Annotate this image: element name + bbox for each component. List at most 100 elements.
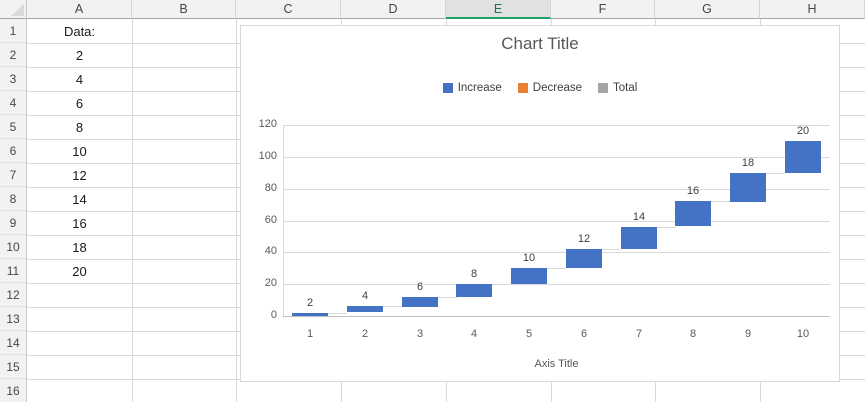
legend-item-total[interactable]: Total — [598, 82, 637, 94]
waterfall-connector — [328, 313, 347, 314]
x-tick-label: 4 — [470, 328, 478, 340]
bar-value-label: 14 — [632, 211, 646, 223]
x-tick-label: 3 — [416, 328, 424, 340]
column-header-h[interactable]: H — [760, 0, 865, 19]
legend-label: Total — [613, 82, 638, 94]
row-header-14[interactable]: 14 — [0, 331, 27, 355]
x-tick-label: 1 — [306, 328, 314, 340]
select-all-triangle-icon — [11, 4, 24, 16]
x-tick-label: 5 — [525, 328, 533, 340]
cell-a10[interactable]: 18 — [72, 239, 87, 255]
column-header-b[interactable]: B — [132, 0, 236, 19]
y-tick-label: 120 — [258, 118, 277, 130]
x-tick-label: 6 — [580, 328, 588, 340]
x-tick-label: 7 — [635, 328, 643, 340]
select-all-button[interactable] — [0, 0, 27, 19]
bar-value-label: 10 — [522, 252, 536, 264]
waterfall-connector — [602, 249, 621, 250]
waterfall-connector — [438, 297, 457, 298]
cell-a3[interactable]: 4 — [75, 71, 84, 87]
y-axis-line — [283, 125, 284, 316]
chart-legend: Increase Decrease Total — [241, 82, 839, 94]
waterfall-bar-7[interactable] — [621, 227, 657, 249]
bar-value-label: 18 — [741, 157, 755, 169]
waterfall-connector — [547, 268, 566, 269]
cell-a8[interactable]: 14 — [72, 191, 87, 207]
row-header-2[interactable]: 2 — [0, 43, 27, 67]
waterfall-bar-5[interactable] — [511, 268, 547, 284]
y-gridline — [283, 189, 830, 190]
waterfall-connector — [383, 306, 402, 307]
waterfall-bar-8[interactable] — [675, 201, 711, 226]
y-tick-label: 60 — [264, 214, 277, 226]
bar-value-label: 2 — [306, 297, 314, 309]
y-gridline — [283, 125, 830, 126]
row-header-11[interactable]: 11 — [0, 259, 27, 283]
waterfall-bar-6[interactable] — [566, 249, 602, 268]
cell-a9[interactable]: 16 — [72, 215, 87, 231]
waterfall-bar-9[interactable] — [730, 173, 766, 202]
y-tick-label: 100 — [258, 150, 277, 162]
bar-value-label: 20 — [796, 125, 810, 137]
waterfall-bar-10[interactable] — [785, 141, 821, 173]
legend-label: Decrease — [532, 82, 583, 94]
x-axis-title[interactable]: Axis Title — [534, 358, 579, 370]
y-tick-label: 20 — [264, 277, 277, 289]
x-tick-label: 10 — [796, 328, 810, 340]
waterfall-connector — [492, 284, 511, 285]
cell-a1[interactable]: Data: — [63, 23, 96, 39]
cell-a7[interactable]: 12 — [72, 167, 87, 183]
row-header-1[interactable]: 1 — [0, 19, 27, 43]
row-header-10[interactable]: 10 — [0, 235, 27, 259]
waterfall-bar-2[interactable] — [347, 306, 383, 312]
cell-a11[interactable]: 20 — [72, 263, 87, 279]
x-tick-label: 2 — [361, 328, 369, 340]
legend-item-decrease[interactable]: Decrease — [517, 82, 583, 94]
row-header-4[interactable]: 4 — [0, 91, 27, 115]
row-header-9[interactable]: 9 — [0, 211, 27, 235]
cell-a6[interactable]: 10 — [72, 143, 87, 159]
legend-item-increase[interactable]: Increase — [442, 82, 502, 94]
column-header-a[interactable]: A — [27, 0, 132, 19]
waterfall-connector — [657, 227, 676, 228]
row-header-8[interactable]: 8 — [0, 187, 27, 211]
row-header-16[interactable]: 16 — [0, 379, 27, 402]
row-header-13[interactable]: 13 — [0, 307, 27, 331]
row-header-7[interactable]: 7 — [0, 163, 27, 187]
y-gridline — [283, 252, 830, 253]
row-header-12[interactable]: 12 — [0, 283, 27, 307]
grid-column-line — [236, 19, 237, 402]
grid-column-line — [132, 19, 133, 402]
y-gridline — [283, 221, 830, 222]
x-tick-label: 9 — [744, 328, 752, 340]
waterfall-bar-3[interactable] — [402, 297, 438, 307]
legend-label: Increase — [457, 82, 502, 94]
embedded-chart[interactable]: Chart Title Increase Decrease Total 0 20 40 6… — [240, 25, 840, 382]
waterfall-bar-1[interactable] — [292, 313, 328, 316]
cell-a2[interactable]: 2 — [75, 47, 84, 63]
legend-swatch-icon — [517, 83, 528, 93]
column-header-d[interactable]: D — [341, 0, 446, 19]
cell-a5[interactable]: 8 — [75, 119, 84, 135]
row-header-6[interactable]: 6 — [0, 139, 27, 163]
column-header-e[interactable]: E — [446, 0, 551, 19]
x-tick-label: 8 — [689, 328, 697, 340]
cell-a4[interactable]: 6 — [75, 95, 84, 111]
column-header-g[interactable]: G — [655, 0, 760, 19]
chart-title[interactable]: Chart Title — [501, 34, 579, 53]
row-header-3[interactable]: 3 — [0, 67, 27, 91]
legend-swatch-icon — [598, 83, 609, 93]
row-header-5[interactable]: 5 — [0, 115, 27, 139]
y-tick-label: 0 — [270, 309, 277, 321]
column-header-c[interactable]: C — [236, 0, 341, 19]
bar-value-label: 6 — [416, 281, 424, 293]
waterfall-connector — [766, 173, 785, 174]
column-header-f[interactable]: F — [551, 0, 655, 19]
bar-value-label: 4 — [361, 290, 369, 302]
bar-value-label: 12 — [577, 233, 591, 245]
legend-swatch-icon — [442, 83, 453, 93]
y-tick-label: 40 — [264, 245, 277, 257]
row-header-15[interactable]: 15 — [0, 355, 27, 379]
waterfall-bar-4[interactable] — [456, 284, 492, 297]
